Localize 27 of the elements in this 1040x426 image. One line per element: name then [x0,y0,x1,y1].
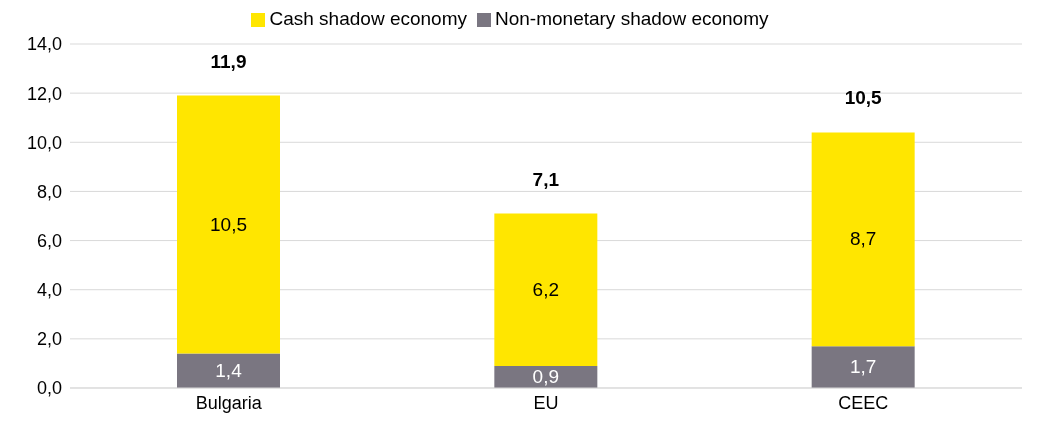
bar [494,213,598,366]
data-label: 8,7 [849,228,877,250]
data-label: 1,4 [215,359,243,381]
data-label: 0,9 [532,365,560,387]
legend-label: Non-monetary shadow economy [494,8,769,29]
x-tick-label: EU [533,392,559,413]
bar [811,346,915,388]
data-label: 6,2 [532,278,560,300]
y-tick-label: 2,0 [36,329,62,350]
legend-label: Cash shadow economy [269,8,467,29]
x-tick-label: CEEC [838,392,889,413]
data-label: 1,7 [849,356,877,378]
y-tick-label: 4,0 [36,280,62,301]
y-tick-label: 8,0 [36,181,62,202]
bar [811,132,915,347]
bar [177,95,280,354]
y-tick-label: 14,0 [26,34,62,55]
y-tick-label: 6,0 [36,230,62,251]
total-label: 11,9 [210,50,247,72]
y-tick-label: 10,0 [26,132,62,153]
bar [177,353,280,388]
total-label: 10,5 [844,87,883,109]
data-label: 10,5 [210,213,247,235]
y-tick-label: 0,0 [36,378,62,399]
total-label: 7,1 [532,168,560,190]
x-tick-label: Bulgaria [195,392,263,413]
y-tick-label: 12,0 [26,83,62,104]
